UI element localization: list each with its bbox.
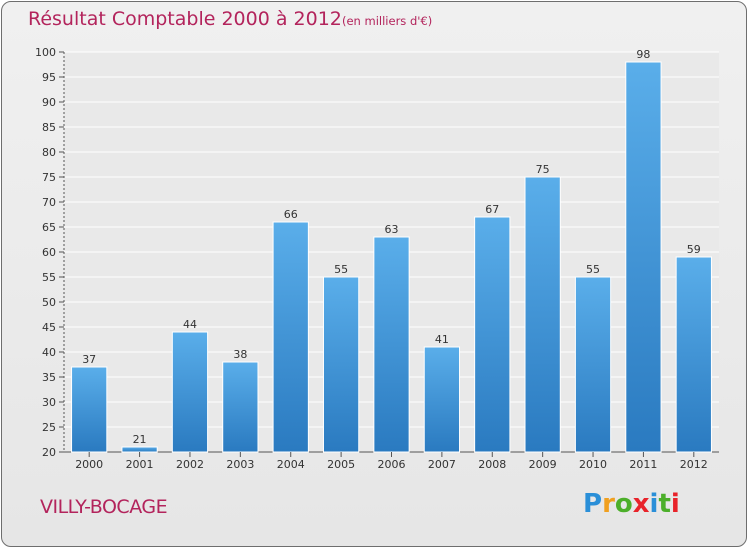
y-tick-label: 40	[42, 346, 56, 359]
bar	[272, 221, 309, 453]
y-tick-label: 25	[42, 421, 56, 434]
bar-value-label: 38	[233, 348, 247, 361]
y-tick-label: 75	[42, 171, 56, 184]
y-tick-label: 70	[42, 196, 56, 209]
y-tick-label: 90	[42, 96, 56, 109]
x-tick-label: 2002	[176, 458, 204, 471]
logo-letter: t	[658, 489, 671, 519]
x-tick-label: 2011	[629, 458, 657, 471]
logo-letter: P	[583, 489, 603, 519]
bar	[322, 276, 360, 453]
proxiti-logo[interactable]: Proxiti	[583, 489, 680, 519]
logo-letter: r	[602, 489, 615, 519]
commune-name: VILLY-BOCAGE	[40, 496, 168, 518]
y-tick-label: 85	[42, 121, 56, 134]
bar-value-label: 63	[385, 223, 399, 236]
y-tick-label: 30	[42, 396, 56, 409]
bar	[474, 216, 511, 453]
x-tick-label: 2001	[126, 458, 154, 471]
bar	[222, 361, 259, 453]
y-tick-label: 60	[42, 246, 56, 259]
chart-subtitle: (en milliers d'€)	[342, 14, 433, 28]
bar-value-label: 75	[536, 163, 550, 176]
x-tick-label: 2008	[478, 458, 506, 471]
bar	[625, 61, 662, 453]
bar-value-label: 67	[485, 203, 499, 216]
bar	[423, 346, 461, 453]
y-tick-label: 50	[42, 296, 56, 309]
chart-title: Résultat Comptable 2000 à 2012	[28, 8, 342, 30]
bar	[71, 366, 108, 453]
x-tick-label: 2003	[226, 458, 254, 471]
bar-value-label: 66	[284, 208, 298, 221]
x-tick-label: 2007	[428, 458, 456, 471]
bar-value-label: 37	[82, 353, 96, 366]
logo-letter: i	[670, 489, 680, 519]
bar	[373, 236, 410, 453]
y-tick-label: 35	[42, 371, 56, 384]
bar	[524, 176, 561, 453]
bar-value-label: 55	[334, 263, 348, 276]
logo-letter: o	[614, 489, 633, 519]
bar-value-label: 59	[687, 243, 701, 256]
bar	[675, 256, 712, 453]
x-tick-label: 2012	[680, 458, 708, 471]
bar-value-label: 21	[133, 433, 147, 446]
bar	[574, 276, 612, 453]
y-tick-label: 95	[42, 71, 56, 84]
logo-letter: i	[649, 489, 659, 519]
y-tick-label: 80	[42, 146, 56, 159]
bar	[121, 446, 158, 453]
logo-letter: x	[632, 489, 650, 519]
bar-value-label: 41	[435, 333, 449, 346]
bar-value-label: 98	[636, 48, 650, 61]
y-tick-label: 65	[42, 221, 56, 234]
x-tick-label: 2000	[75, 458, 103, 471]
x-tick-label: 2004	[277, 458, 305, 471]
y-tick-label: 20	[42, 446, 56, 459]
y-tick-label: 45	[42, 321, 56, 334]
bar	[171, 331, 209, 453]
x-tick-label: 2005	[327, 458, 355, 471]
bar-value-label: 55	[586, 263, 600, 276]
y-tick-label: 100	[35, 46, 56, 59]
y-tick-label: 55	[42, 271, 56, 284]
x-tick-label: 2006	[378, 458, 406, 471]
bar-value-label: 44	[183, 318, 197, 331]
x-tick-label: 2009	[529, 458, 557, 471]
x-tick-label: 2010	[579, 458, 607, 471]
